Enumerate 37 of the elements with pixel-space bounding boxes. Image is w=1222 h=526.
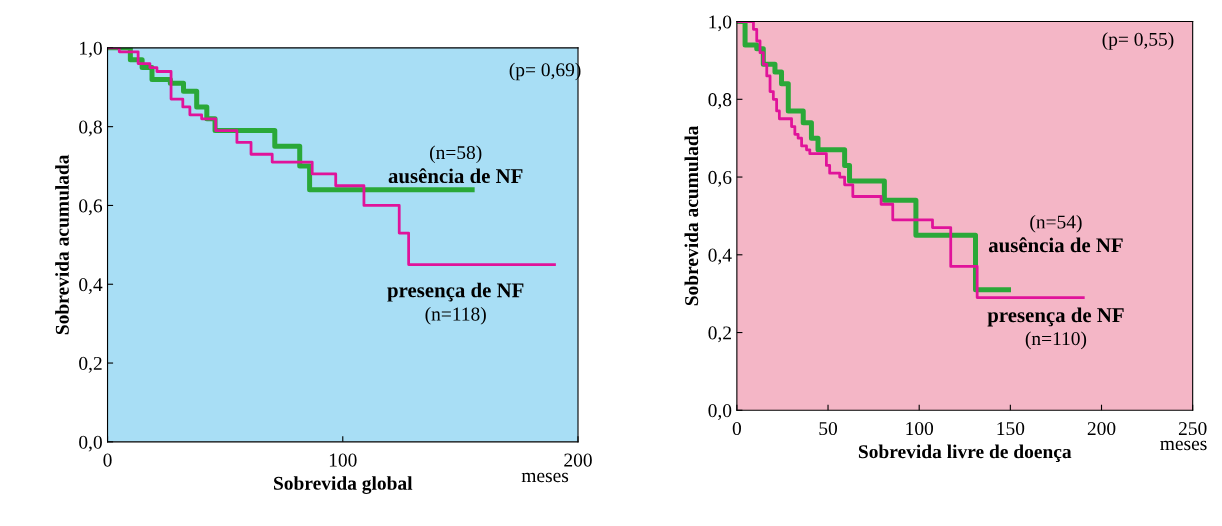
series-label: ausência de NF (388, 168, 523, 184)
annotation: (p= 0,69) (509, 62, 581, 81)
annotation: (n=110) (1025, 331, 1087, 350)
text: meses (521, 472, 569, 483)
series-label: presença de NF (387, 282, 524, 302)
y-tick-label: 0,0 (708, 404, 732, 421)
annotation: (n=118) (425, 306, 486, 325)
x-tick-label: 250 (1178, 421, 1207, 436)
x-tick-label: 100 (906, 421, 934, 436)
annotation: (n=58) (430, 145, 482, 164)
series-label: ausência de NF (988, 237, 1123, 253)
y-tick-label: 0,8 (79, 120, 102, 137)
x-tick-label: 0 (103, 453, 112, 467)
y-tick-label: 0,2 (79, 356, 102, 373)
x-tick-label: 200 (1087, 421, 1116, 436)
text: meses (1160, 440, 1207, 451)
y-axis-title: Sobrevida acumulada (684, 125, 699, 306)
y-tick-label: 0,0 (79, 435, 102, 452)
y-tick-label: 1,0 (80, 41, 102, 58)
annotation: (p= 0,55) (1102, 32, 1174, 50)
y-tick-label: 0,4 (708, 248, 732, 265)
x-axis-title: Sobrevida global (274, 476, 413, 494)
x-tick-label: 150 (997, 421, 1025, 436)
y-tick-label: 0,6 (79, 199, 103, 216)
x-tick-label: 50 (819, 421, 838, 436)
series-label: presença de NF (987, 307, 1124, 327)
y-tick-label: 1,0 (709, 15, 732, 32)
x-axis-title: Sobrevida livre de doença (858, 444, 1072, 463)
x-tick-label: 200 (564, 453, 592, 467)
annotation: (n=54) (1030, 214, 1082, 233)
x-tick-label: 100 (329, 453, 357, 467)
y-axis-title: Sobrevida acumulada (55, 154, 69, 335)
y-tick-label: 0,6 (708, 170, 732, 187)
y-tick-label: 0,8 (708, 93, 732, 110)
y-tick-label: 0,4 (79, 278, 103, 294)
y-tick-label: 0,2 (708, 326, 731, 343)
x-tick-label: 0 (732, 421, 741, 436)
